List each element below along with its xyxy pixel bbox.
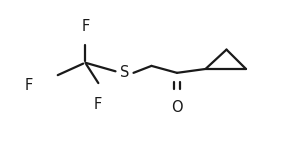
Text: F: F xyxy=(24,78,33,93)
Text: F: F xyxy=(93,97,102,112)
Text: O: O xyxy=(171,100,183,115)
Text: S: S xyxy=(120,65,129,80)
Text: F: F xyxy=(81,19,90,33)
